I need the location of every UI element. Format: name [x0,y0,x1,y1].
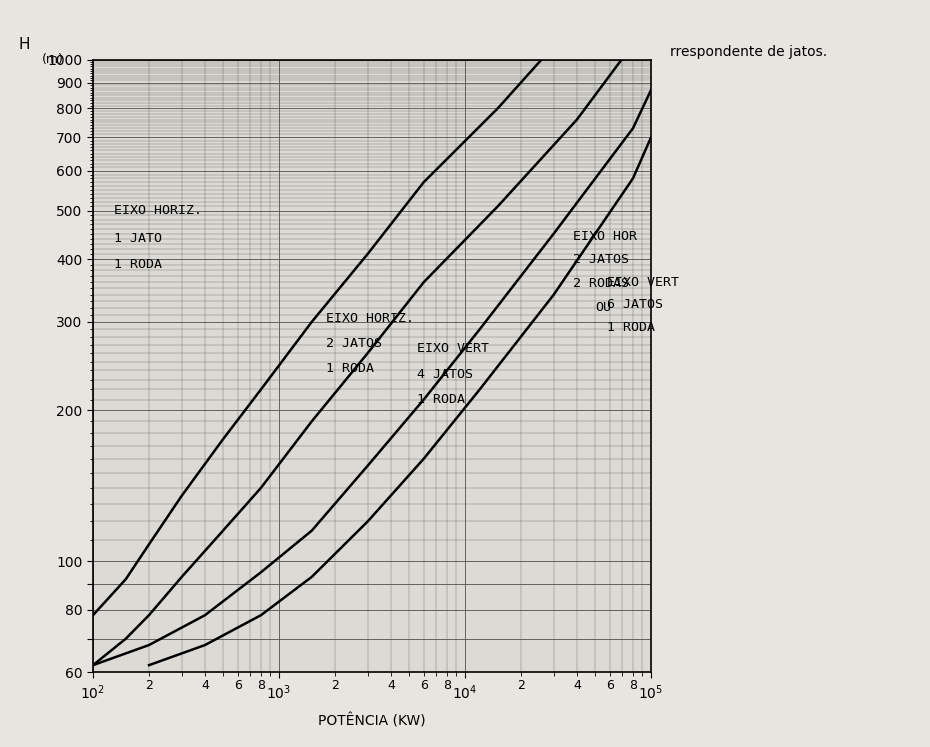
Text: EIXO VERT: EIXO VERT [417,342,488,356]
Text: EIXO VERT: EIXO VERT [607,276,679,288]
Text: EIXO HORIZ.: EIXO HORIZ. [326,311,415,325]
Text: EIXO HOR: EIXO HOR [573,229,637,243]
Text: rrespondente de jatos.: rrespondente de jatos. [670,46,827,59]
Text: 1 RODA: 1 RODA [607,321,655,334]
Text: H: H [19,37,30,52]
Text: OU: OU [595,301,611,314]
X-axis label: POTÊNCIA (KW): POTÊNCIA (KW) [318,713,426,728]
Text: (m): (m) [42,53,64,66]
Text: 1 RODA: 1 RODA [114,258,162,271]
Text: 4 JATOS: 4 JATOS [417,368,472,381]
Text: 6 JATOS: 6 JATOS [607,298,663,311]
Text: 2 JATOS: 2 JATOS [573,252,629,266]
Text: 1 RODA: 1 RODA [417,393,465,406]
Text: 2 RODAS: 2 RODAS [573,277,629,290]
Text: 2 JATOS: 2 JATOS [326,337,382,350]
Text: 1 RODA: 1 RODA [326,362,375,375]
Text: EIXO HORIZ.: EIXO HORIZ. [114,204,202,217]
Text: 1 JATO: 1 JATO [114,232,162,245]
